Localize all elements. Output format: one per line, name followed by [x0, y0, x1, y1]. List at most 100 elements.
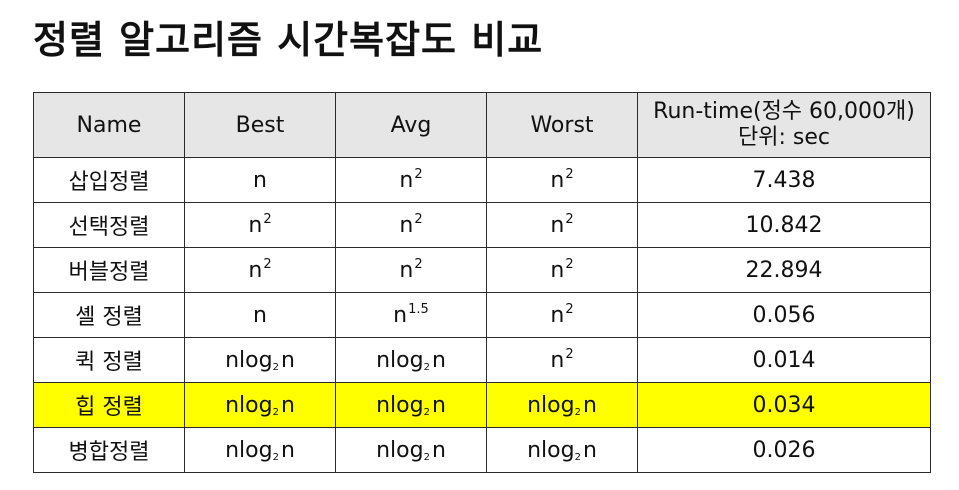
- complexity-base: n: [393, 302, 408, 328]
- cell-algorithm-name: 삽입정렬: [33, 157, 185, 203]
- complexity-base: n: [550, 302, 565, 328]
- complexity-tail: n: [431, 437, 446, 463]
- exponent-superscript: 2: [565, 256, 574, 272]
- table-body: 삽입정렬 n n2 n2 7.438 선택정렬 n2 n2 n2 10.842 버블정렬 n2 n2 n2…: [33, 157, 931, 473]
- complexity-base: n: [550, 347, 565, 373]
- cell-runtime: 7.438: [637, 157, 931, 203]
- cell-runtime: 10.842: [637, 202, 931, 248]
- complexity-tail: n: [280, 347, 295, 373]
- log-base-subscript: 2: [423, 406, 430, 418]
- complexity-base: nlog: [527, 437, 575, 463]
- complexity-tail: n: [280, 437, 295, 463]
- table-row: 퀵 정렬 nlog2n nlog2n n2 0.014: [33, 337, 931, 383]
- cell-worst: nlog2n: [486, 382, 638, 428]
- exponent-superscript: 2: [263, 256, 272, 272]
- cell-worst: nlog2n: [486, 427, 638, 473]
- cell-avg: n1.5: [335, 292, 487, 338]
- cell-best: nlog2n: [184, 382, 336, 428]
- complexity-base: n: [550, 257, 565, 283]
- cell-worst: n2: [486, 157, 638, 203]
- cell-avg: n2: [335, 202, 487, 248]
- cell-algorithm-name: 셸 정렬: [33, 292, 185, 338]
- complexity-base: nlog: [376, 392, 424, 418]
- complexity-base: n: [248, 257, 263, 283]
- cell-best: n: [184, 157, 336, 203]
- header-runtime: Run-time(정수 60,000개) 단위: sec: [637, 92, 931, 158]
- cell-avg: nlog2n: [335, 382, 487, 428]
- table-row: 셸 정렬 n n1.5 n2 0.056: [33, 292, 931, 338]
- cell-worst: n2: [486, 202, 638, 248]
- exponent-superscript: 2: [414, 256, 423, 272]
- cell-runtime: 22.894: [637, 247, 931, 293]
- complexity-base: n: [248, 212, 263, 238]
- table-row: 버블정렬 n2 n2 n2 22.894: [33, 247, 931, 293]
- cell-worst: n2: [486, 247, 638, 293]
- complexity-tail: n: [431, 392, 446, 418]
- complexity-base: nlog: [527, 392, 575, 418]
- cell-best: n2: [184, 247, 336, 293]
- cell-algorithm-name: 힙 정렬: [33, 382, 185, 428]
- header-row: Name Best Avg Worst Run-time(정수 60,000개)…: [33, 92, 931, 158]
- table-row: 병합정렬 nlog2n nlog2n nlog2n 0.026: [33, 427, 931, 473]
- page-title: 정렬 알고리즘 시간복잡도 비교: [33, 18, 544, 62]
- cell-algorithm-name: 버블정렬: [33, 247, 185, 293]
- complexity-base: nlog: [376, 347, 424, 373]
- cell-algorithm-name: 퀵 정렬: [33, 337, 185, 383]
- log-base-subscript: 2: [272, 406, 279, 418]
- cell-runtime: 0.014: [637, 337, 931, 383]
- table-row: 삽입정렬 n n2 n2 7.438: [33, 157, 931, 203]
- header-worst: Worst: [486, 92, 638, 158]
- log-base-subscript: 2: [423, 451, 430, 463]
- cell-worst: n2: [486, 337, 638, 383]
- table-header: Name Best Avg Worst Run-time(정수 60,000개)…: [33, 92, 931, 158]
- exponent-superscript: 2: [565, 346, 574, 362]
- complexity-base: nlog: [225, 437, 273, 463]
- header-avg: Avg: [335, 92, 487, 158]
- header-runtime-line1: Run-time(정수 60,000개): [653, 99, 915, 124]
- exponent-superscript: 2: [414, 166, 423, 182]
- cell-avg: nlog2n: [335, 427, 487, 473]
- complexity-base: nlog: [225, 392, 273, 418]
- cell-best: n2: [184, 202, 336, 248]
- complexity-tail: n: [582, 392, 597, 418]
- exponent-superscript: 2: [565, 211, 574, 227]
- exponent-superscript: 2: [263, 211, 272, 227]
- exponent-superscript: 2: [565, 301, 574, 317]
- complexity-base: n: [550, 167, 565, 193]
- cell-avg: n2: [335, 157, 487, 203]
- cell-runtime: 0.034: [637, 382, 931, 428]
- cell-avg: n2: [335, 247, 487, 293]
- cell-runtime: 0.026: [637, 427, 931, 473]
- complexity-tail: n: [431, 347, 446, 373]
- exponent-superscript: 1.5: [408, 301, 429, 317]
- cell-runtime: 0.056: [637, 292, 931, 338]
- cell-algorithm-name: 선택정렬: [33, 202, 185, 248]
- complexity-base: n: [399, 212, 414, 238]
- log-base-subscript: 2: [574, 451, 581, 463]
- cell-worst: n2: [486, 292, 638, 338]
- log-base-subscript: 2: [574, 406, 581, 418]
- header-best: Best: [184, 92, 336, 158]
- cell-best: nlog2n: [184, 337, 336, 383]
- cell-best: nlog2n: [184, 427, 336, 473]
- complexity-base: n: [253, 302, 267, 328]
- cell-algorithm-name: 병합정렬: [33, 427, 185, 473]
- header-name: Name: [33, 92, 185, 158]
- table-row: 힙 정렬 nlog2n nlog2n nlog2n 0.034: [33, 382, 931, 428]
- complexity-table: Name Best Avg Worst Run-time(정수 60,000개)…: [33, 92, 931, 473]
- complexity-base: nlog: [376, 437, 424, 463]
- table-row: 선택정렬 n2 n2 n2 10.842: [33, 202, 931, 248]
- log-base-subscript: 2: [272, 451, 279, 463]
- complexity-base: nlog: [225, 347, 273, 373]
- exponent-superscript: 2: [414, 211, 423, 227]
- complexity-base: n: [253, 167, 267, 193]
- header-runtime-line2: 단위: sec: [738, 125, 830, 150]
- log-base-subscript: 2: [272, 361, 279, 373]
- complexity-base: n: [399, 257, 414, 283]
- complexity-tail: n: [582, 437, 597, 463]
- exponent-superscript: 2: [565, 166, 574, 182]
- cell-avg: nlog2n: [335, 337, 487, 383]
- cell-best: n: [184, 292, 336, 338]
- complexity-base: n: [550, 212, 565, 238]
- complexity-tail: n: [280, 392, 295, 418]
